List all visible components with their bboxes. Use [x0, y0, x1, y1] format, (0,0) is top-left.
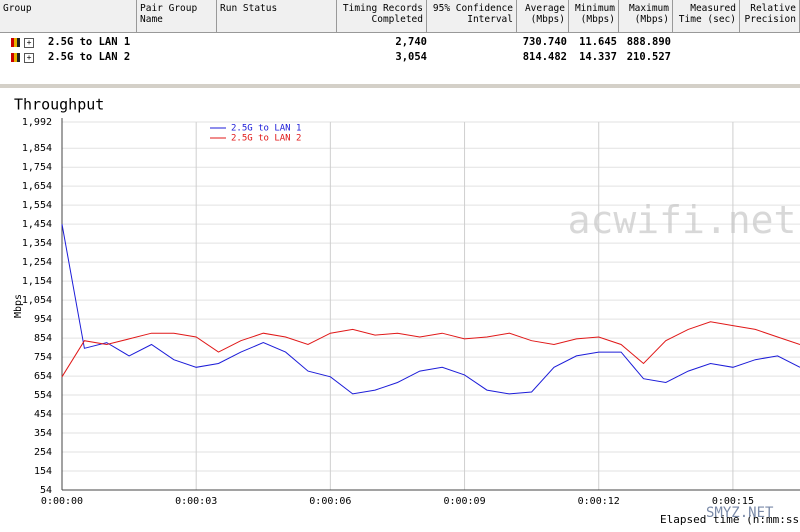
y-tick-label: 354 — [34, 428, 52, 439]
y-axis-label: Mbps — [13, 294, 24, 318]
watermark: acwifi.net — [568, 198, 797, 242]
column-header[interactable]: Timing Records Completed — [337, 0, 427, 33]
chart: Throughput 54 154 254 354 454 554 654 754 854 954… — [0, 88, 800, 532]
cell-average: 814.482 — [522, 51, 567, 63]
y-tick-label: 654 — [34, 371, 52, 382]
group-name: 2.5G to LAN 2 — [48, 51, 131, 63]
y-tick-label: 1,754 — [22, 162, 52, 173]
y-tick-label: 1,054 — [22, 295, 52, 306]
y-tick-label: 1,854 — [22, 143, 52, 154]
column-header[interactable]: Relative Precision — [740, 0, 800, 33]
y-tick-label: 254 — [34, 447, 52, 458]
cell-average: 730.740 — [522, 36, 567, 48]
legend-label: 2.5G to LAN 1 — [231, 124, 301, 134]
results-table: Group Pair Group Name Run Status Timing Rec… — [0, 0, 800, 84]
y-tick-label: 754 — [34, 352, 52, 363]
x-axis-label: Elapsed time (h:mm:ss) — [660, 513, 800, 526]
expand-box[interactable]: + — [24, 38, 34, 48]
cell-records: 3,054 — [395, 51, 427, 63]
expand-box[interactable]: + — [24, 53, 34, 63]
column-header[interactable]: Measured Time (sec) — [673, 0, 740, 33]
group-name: 2.5G to LAN 1 — [48, 36, 131, 48]
x-tick-label: 0:00:15 — [712, 496, 754, 507]
y-tick-label: 854 — [34, 333, 52, 344]
y-tick-label: 454 — [34, 409, 52, 420]
column-header[interactable]: Average (Mbps) — [517, 0, 569, 33]
y-tick-label: 1,254 — [22, 257, 52, 268]
x-tick-label: 0:00:09 — [443, 496, 485, 507]
column-header[interactable]: Group — [0, 0, 137, 33]
series-line — [61, 321, 800, 378]
legend-label: 2.5G to LAN 2 — [231, 134, 301, 144]
cell-maximum: 210.527 — [626, 51, 671, 63]
y-tick-label: 554 — [34, 390, 52, 401]
y-tick-label: 954 — [34, 314, 52, 325]
y-tick-label: 1,354 — [22, 238, 52, 249]
series-line — [61, 224, 800, 395]
y-tick-label: 1,554 — [22, 200, 52, 211]
group-icon[interactable] — [11, 53, 20, 62]
y-tick-label: 1,992 — [22, 117, 52, 128]
watermark: SMYZ.NET — [706, 505, 774, 521]
chart-title: Throughput — [14, 96, 104, 114]
column-header[interactable]: Run Status — [217, 0, 337, 33]
x-tick-label: 0:00:12 — [578, 496, 620, 507]
cell-minimum: 11.645 — [579, 36, 617, 48]
column-header[interactable]: Pair Group Name — [137, 0, 217, 33]
y-tick-label: 1,454 — [22, 219, 52, 230]
x-tick-label: 0:00:06 — [309, 496, 351, 507]
column-header[interactable]: 95% Confidence Interval — [427, 0, 517, 33]
cell-records: 2,740 — [395, 36, 427, 48]
column-header[interactable]: Maximum (Mbps) — [619, 0, 673, 33]
y-tick-label: 154 — [34, 466, 52, 477]
group-icon[interactable] — [11, 38, 20, 47]
y-tick-label: 1,654 — [22, 181, 52, 192]
y-tick-label: 1,154 — [22, 276, 52, 287]
cell-minimum: 14.337 — [579, 51, 617, 63]
y-tick-label: 54 — [40, 485, 52, 496]
x-tick-label: 0:00:03 — [175, 496, 217, 507]
x-tick-label: 0:00:00 — [41, 496, 83, 507]
column-header[interactable]: Minimum (Mbps) — [569, 0, 619, 33]
chart-panel — [0, 88, 800, 532]
cell-maximum: 888.890 — [626, 36, 671, 48]
